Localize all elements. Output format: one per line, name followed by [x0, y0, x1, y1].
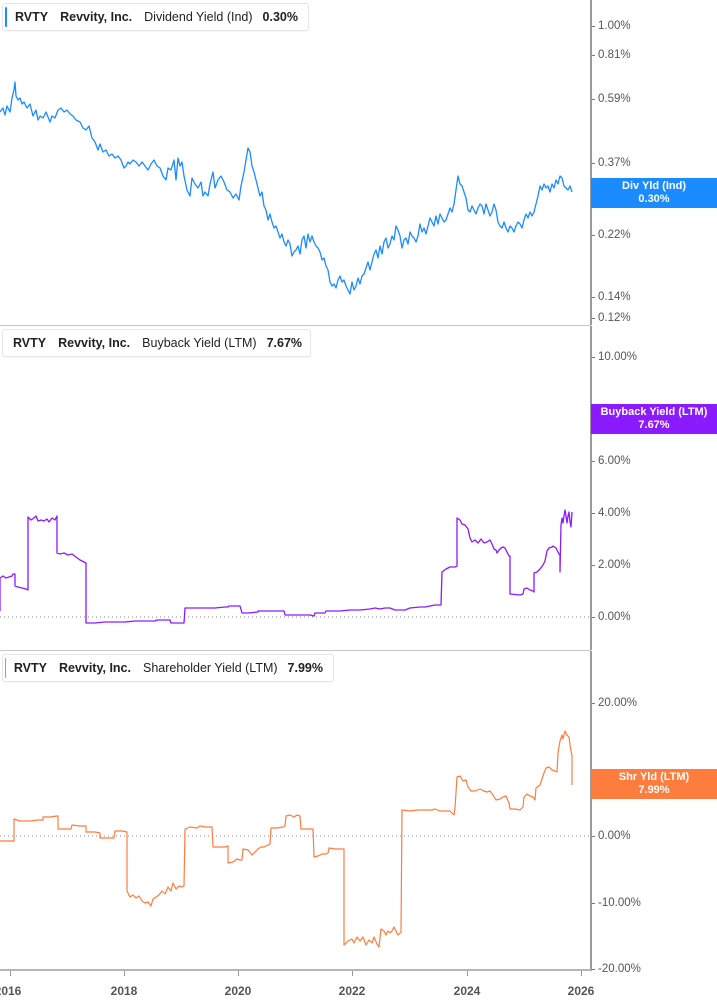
- dividend-yield-line-chart: [0, 81, 573, 295]
- tag-label: Buyback Yield (LTM): [600, 406, 708, 418]
- company-name: Revvity, Inc.: [60, 10, 133, 24]
- y-tick: 6.00%: [592, 455, 631, 467]
- x-tick-mark: [467, 971, 468, 976]
- series-color-swatch: [5, 7, 7, 27]
- y-tick: 10.00%: [592, 351, 637, 363]
- buyback-yield-value-tag: Buyback Yield (LTM) 7.67%: [591, 404, 717, 434]
- y-axis-line: [590, 651, 592, 971]
- tag-value: 7.99%: [638, 784, 670, 796]
- buyback-yield-panel: RVTY Revvity, Inc. Buyback Yield (LTM) 7…: [0, 326, 717, 650]
- shareholder-yield-value-tag: Shr Yld (LTM) 7.99%: [591, 769, 717, 799]
- dividend-yield-series: [0, 81, 573, 295]
- dividend-yield-legend: RVTY Revvity, Inc. Dividend Yield (Ind) …: [2, 3, 309, 31]
- y-tick: 0.37%: [592, 157, 631, 169]
- x-tick-label: 2018: [110, 984, 138, 998]
- metric-value: 0.30%: [262, 10, 298, 24]
- series-color-swatch: [5, 658, 6, 678]
- y-tick: -10.00%: [592, 897, 641, 909]
- y-tick: 0.00%: [592, 611, 631, 623]
- ticker-label: RVTY: [13, 336, 47, 350]
- metric-name: Buyback Yield (LTM): [142, 336, 257, 350]
- x-tick-mark: [124, 971, 125, 976]
- panel-divider: [0, 650, 591, 651]
- shareholder-yield-legend: RVTY Revvity, Inc. Shareholder Yield (LT…: [2, 654, 334, 682]
- metric-value: 7.99%: [287, 661, 323, 675]
- y-tick: 0.59%: [592, 93, 631, 105]
- shareholder-yield-series: [0, 730, 573, 948]
- x-tick-mark: [581, 971, 582, 976]
- metric-value: 7.67%: [266, 336, 303, 350]
- dividend-yield-panel: RVTY Revvity, Inc. Dividend Yield (Ind) …: [0, 0, 717, 325]
- y-tick: 20.00%: [592, 697, 637, 709]
- y-tick: 2.00%: [592, 559, 631, 571]
- buyback-yield-line-chart: [0, 509, 591, 624]
- x-tick-label: 2022: [338, 984, 366, 998]
- y-tick: -20.00%: [592, 963, 641, 975]
- tag-label: Shr Yld (LTM): [618, 771, 690, 783]
- x-tick-label: 2024: [453, 984, 481, 998]
- y-tick: 0.22%: [592, 229, 631, 241]
- y-tick: 0.81%: [592, 49, 631, 61]
- x-tick-label: 2016: [0, 984, 22, 998]
- x-tick-mark: [238, 971, 239, 976]
- dividend-yield-value-tag: Div Yld (Ind) 0.30%: [591, 178, 717, 208]
- tag-label: Div Yld (Ind): [622, 180, 686, 192]
- company-name: Revvity, Inc.: [58, 336, 131, 350]
- metric-name: Shareholder Yield (LTM): [142, 661, 278, 675]
- x-tick-label: 2026: [567, 984, 595, 998]
- x-tick-label: 2020: [224, 984, 252, 998]
- ticker-label: RVTY: [14, 10, 49, 24]
- metric-name: Dividend Yield (Ind): [144, 10, 253, 24]
- x-axis-line: [0, 969, 591, 971]
- shareholder-yield-panel: RVTY Revvity, Inc. Shareholder Yield (LT…: [0, 651, 717, 975]
- company-name: Revvity, Inc.: [58, 661, 131, 675]
- x-tick-mark: [352, 971, 353, 976]
- y-axis-line: [590, 326, 592, 650]
- y-tick: 1.00%: [592, 20, 631, 32]
- buyback-yield-legend: RVTY Revvity, Inc. Buyback Yield (LTM) 7…: [2, 329, 311, 357]
- y-tick: 0.14%: [592, 291, 631, 303]
- y-axis-line: [590, 0, 592, 325]
- y-tick: 0.00%: [592, 830, 631, 842]
- panel-divider: [0, 325, 591, 326]
- tag-value: 7.67%: [638, 419, 670, 431]
- tag-value: 0.30%: [638, 193, 670, 205]
- x-tick-mark: [10, 971, 11, 976]
- buyback-yield-series: [0, 509, 573, 624]
- shareholder-yield-line-chart: [0, 730, 591, 948]
- y-tick: 0.12%: [592, 312, 631, 324]
- ticker-label: RVTY: [13, 661, 47, 675]
- y-tick: 4.00%: [592, 507, 631, 519]
